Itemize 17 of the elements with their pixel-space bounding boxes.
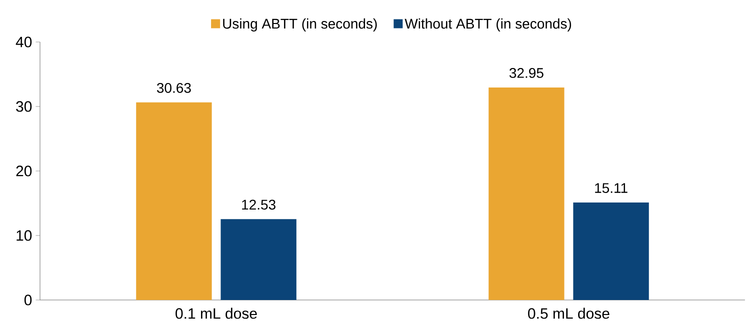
y-tick-label: 10	[16, 230, 32, 241]
legend-label: Using ABTT (in seconds)	[223, 18, 377, 32]
y-tick-label: 0	[24, 294, 32, 306]
data-label: 15.11	[595, 183, 628, 193]
data-label: 12.53	[242, 200, 276, 210]
x-tick-label: 0.1 mL dose	[176, 308, 257, 319]
legend-label: Without ABTT (in seconds)	[404, 18, 572, 32]
y-tick-label: 20	[16, 166, 32, 176]
data-label: 30.63	[156, 82, 191, 93]
bar	[136, 102, 212, 300]
x-tick-label: 0.5 mL dose	[528, 308, 610, 319]
data-label: 32.95	[509, 68, 544, 78]
bar	[573, 202, 649, 300]
y-tick-label: 30	[16, 101, 32, 112]
y-tick-label: 40	[16, 36, 32, 48]
bar	[220, 219, 296, 300]
bar	[488, 87, 564, 300]
